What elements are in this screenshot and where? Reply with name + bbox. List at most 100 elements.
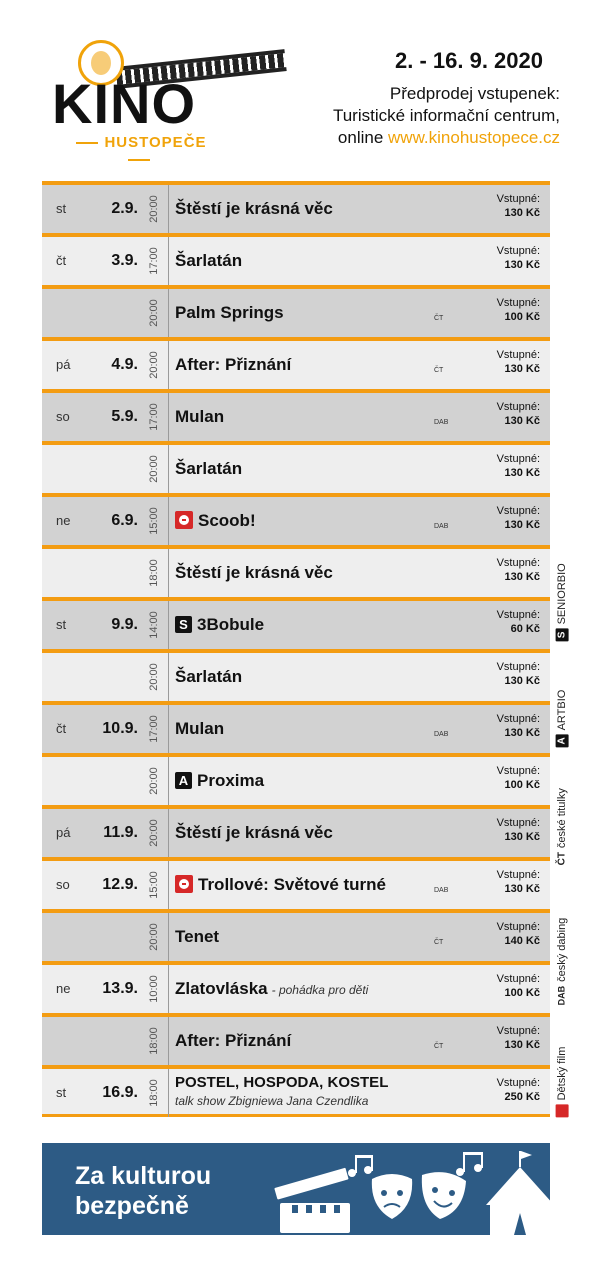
dubbing-icon: DAB [556,985,567,1006]
column-divider [168,445,169,493]
film-title-cell: Štěstí je krásná věc [175,185,333,233]
schedule-row: so 12.9. 15:00 Trollové: Světové turné DAB Vs… [42,857,550,909]
banner-text: Za kulturou bezpečně [75,1161,211,1221]
price-value: 130 Kč [504,259,540,271]
column-divider [168,289,169,337]
film-title-cell: S 3Bobule [175,601,264,649]
grape-reel-icon [78,40,124,86]
film-title: Šarlatán [175,459,243,478]
schedule-row: st 9.9. 14:00 S 3Bobule Vstupné: 60 Kč [42,597,550,649]
film-title: Tenet [175,927,220,946]
screening-time: 20:00 [148,767,160,795]
column-divider [168,393,169,441]
senior-icon: S [555,628,569,641]
column-divider [168,705,169,753]
presale-line2: Turistické informační centrum, [332,106,560,125]
price-value: 130 Kč [504,727,540,739]
price-label: Vstupné: [496,349,540,361]
price-label: Vstupné: [496,193,540,205]
film-title: Palm Springs [175,303,284,322]
screening-date: 12.9. [102,876,138,893]
column-divider [168,861,169,909]
logo-text: KINO [52,72,196,135]
screening-time-cell: 10:00 [142,965,166,1013]
screening-date: 3.9. [111,252,138,269]
film-title-cell: Palm Springs [175,289,284,337]
price-label: Vstupné: [496,765,540,777]
film-title: After: Přiznání [175,355,292,374]
price: Vstupné: 130 Kč [497,504,540,532]
kids-film-icon [555,1104,569,1117]
price-label: Vstupné: [496,869,540,881]
film-title: Zlatovláska [175,979,268,998]
film-title: Mulan [175,407,225,426]
column-divider [168,237,169,285]
film-title: After: Přiznání [175,1031,292,1050]
music-notes-icon [348,1152,483,1177]
screening-time: 20:00 [148,351,160,379]
film-title-cell: Šarlatán [175,237,242,285]
screening-time: 20:00 [148,195,160,223]
film-title-cell: After: Přiznání [175,1017,291,1065]
price-label: Vstupné: [496,921,540,933]
film-title: Trollové: Světové turné [198,875,386,894]
language-tag: DAB [434,731,449,738]
logo-subtitle: HUSTOPEČE [56,134,221,168]
price-value: 130 Kč [504,571,540,583]
screening-time: 20:00 [148,819,160,847]
language-tag: ČT [434,1043,444,1050]
screening-date: 5.9. [111,408,138,425]
screening-time: 18:00 [148,1027,160,1055]
screening-time: 17:00 [148,715,160,743]
screening-date: 10.9. [102,720,138,737]
price-label: Vstupné: [496,245,540,257]
film-title: Proxima [197,771,265,790]
schedule-row: 20:00 Šarlatán Vstupné: 130 Kč [42,441,550,493]
film-title-cell: Šarlatán [175,445,242,493]
language-tag: ČT [434,367,444,374]
legend-seniorbio-label: SENIORBIO [556,562,568,624]
price-value: 140 Kč [504,935,540,947]
price-value: 60 Kč [510,623,540,635]
price: Vstupné: 130 Kč [497,816,540,844]
film-subtitle: talk show Zbigniewa Jana Czendlika [175,1094,369,1108]
screening-date: 13.9. [102,980,138,997]
column-divider [168,341,169,389]
price-value: 130 Kč [504,831,540,843]
schedule-row: čt 3.9. 17:00 Šarlatán Vstupné: 130 Kč [42,233,550,285]
screening-time: 14:00 [148,611,160,639]
film-title: Šarlatán [175,667,243,686]
film-title-cell: Mulan [175,705,224,753]
film-title: 3Bobule [197,615,265,634]
film-title-cell: A Proxima [175,757,264,805]
screening-time-cell: 18:00 [142,1069,166,1117]
screening-time-cell: 20:00 [142,809,166,857]
subtitles-icon: ČT [556,851,568,865]
screening-date: 9.9. [111,616,138,633]
column-divider [168,185,169,233]
kids-film-icon [175,511,193,530]
schedule-row: pá 11.9. 20:00 Štěstí je krásná věc Vstupné:… [42,805,550,857]
price-value: 130 Kč [504,883,540,895]
legend-subtitles-label: české titulky [556,787,568,848]
column-divider [168,653,169,701]
price-label: Vstupné: [496,557,540,569]
price-value: 100 Kč [504,779,540,791]
screening-time-cell: 15:00 [142,861,166,909]
screening-time: 20:00 [148,299,160,327]
price: Vstupné: 130 Kč [497,712,540,740]
screening-time-cell: 14:00 [142,601,166,649]
screening-date [94,653,138,701]
legend-artbio: A ARTBIO [555,683,572,747]
website-link[interactable]: www.kinohustopece.cz [388,128,560,147]
weekday: st [56,617,67,632]
schedule-row: 18:00 Štěstí je krásná věc Vstupné: 130 Kč [42,545,550,597]
language-tag: DAB [434,523,449,530]
screening-time-cell: 17:00 [142,393,166,441]
schedule-row: pá 4.9. 20:00 After: Přiznání ČT Vstupné: 130 … [42,337,550,389]
screening-time: 20:00 [148,663,160,691]
screening-time: 17:00 [148,403,160,431]
screening-time-cell: 20:00 [142,653,166,701]
price-value: 100 Kč [504,987,540,999]
screening-date [94,549,138,597]
